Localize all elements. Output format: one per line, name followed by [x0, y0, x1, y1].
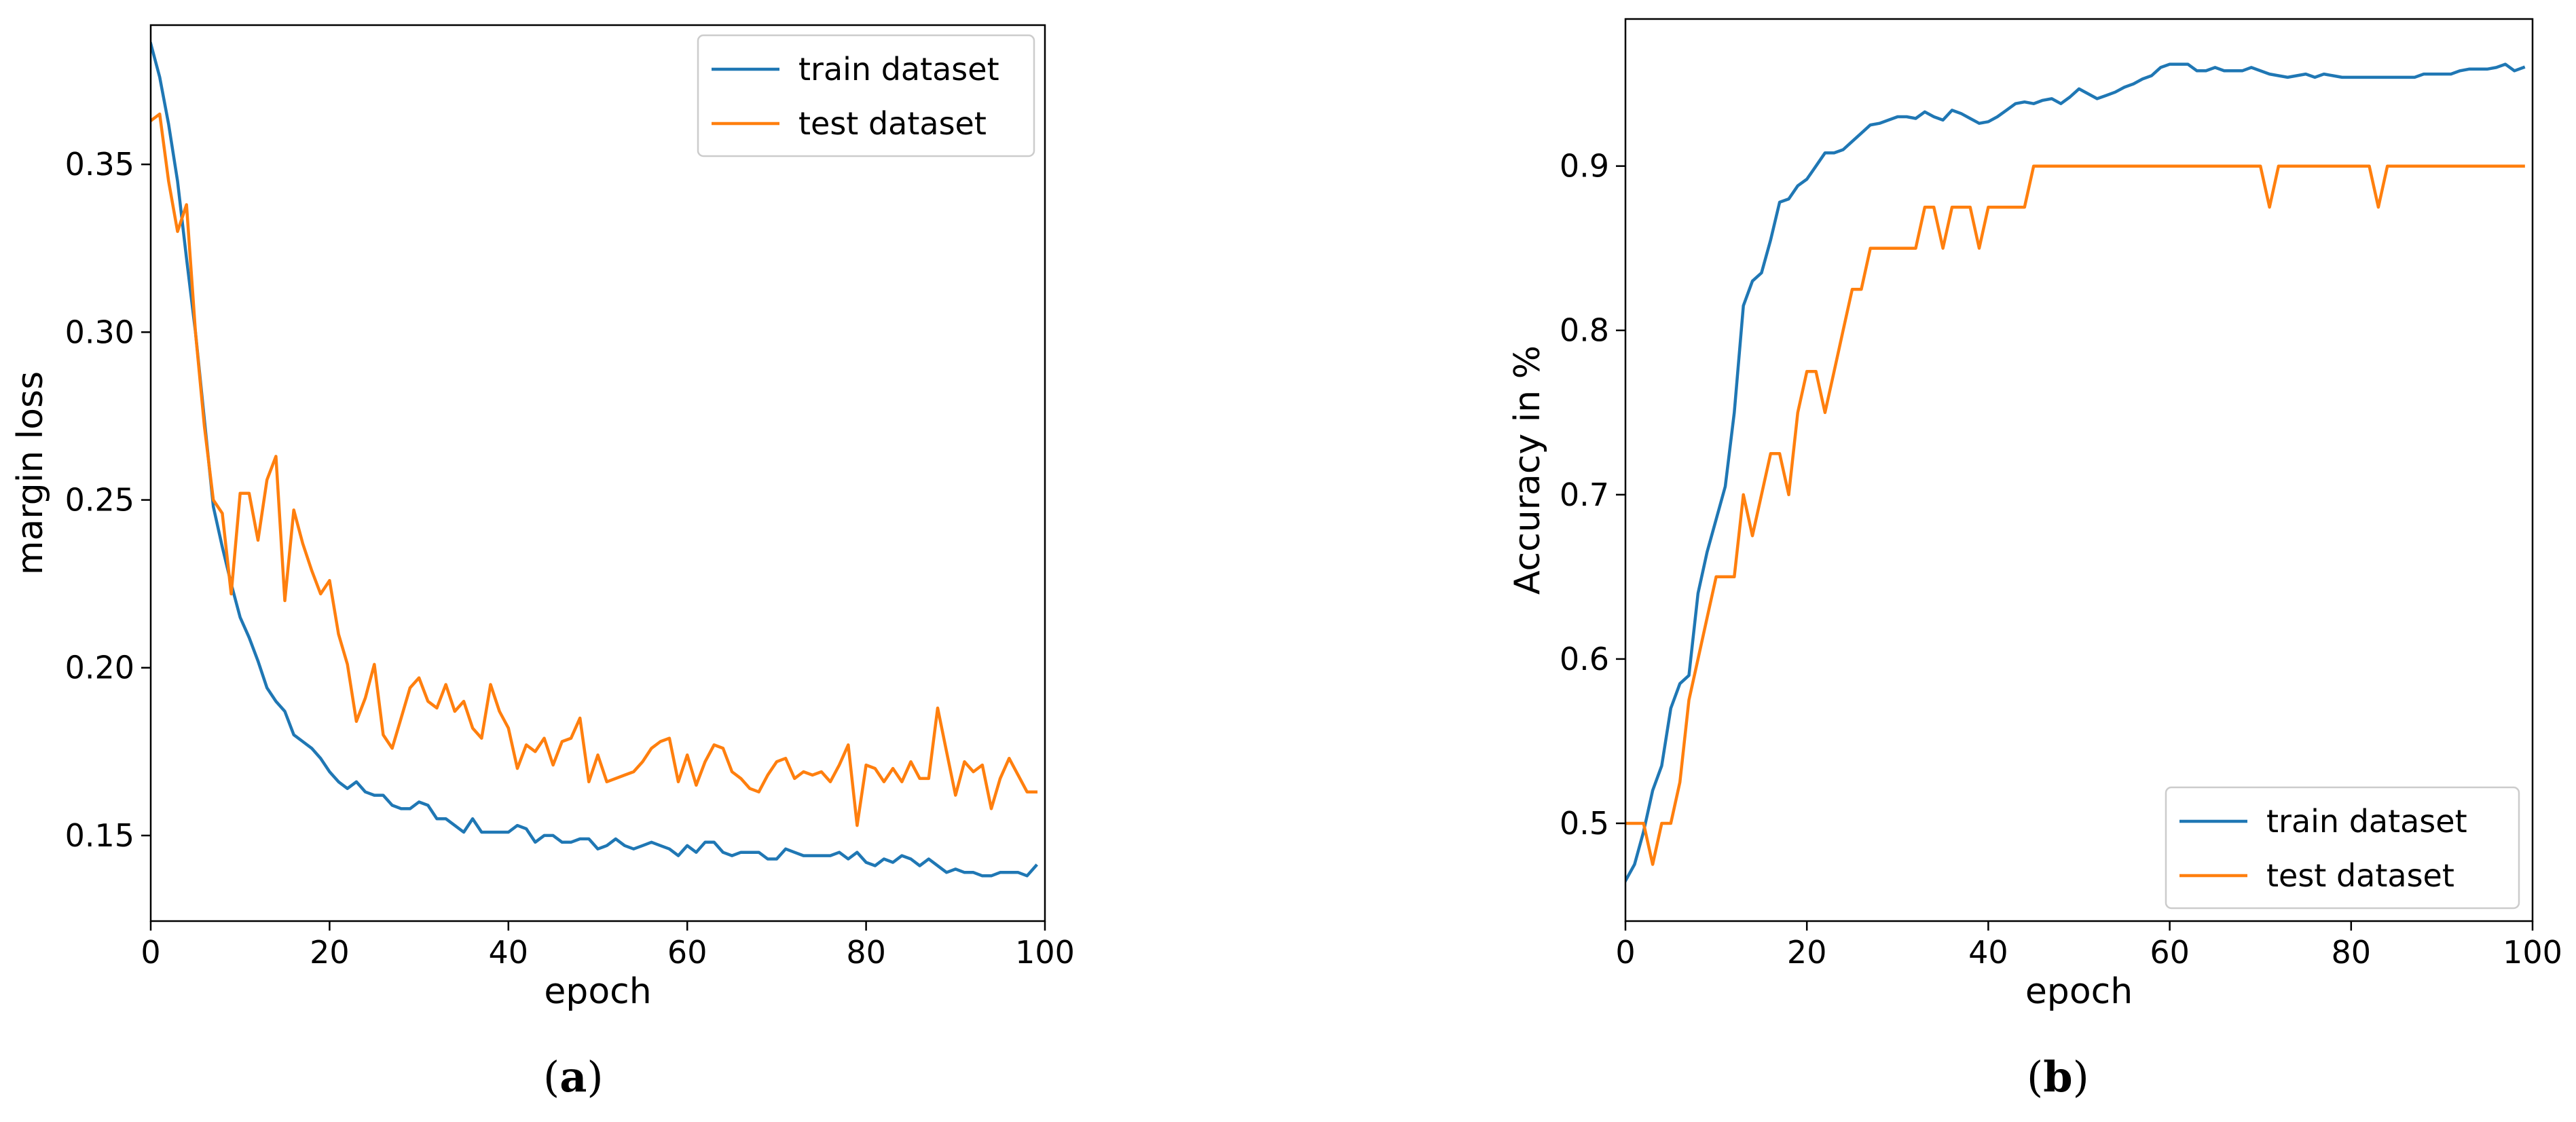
x-tick-label: 20	[310, 934, 350, 971]
y-axis-label: margin loss	[10, 371, 51, 575]
series-line-test-dataset	[151, 112, 1038, 827]
legend-box	[2165, 786, 2520, 910]
x-tick-label: 80	[2332, 934, 2372, 971]
x-tick-label: 80	[846, 934, 886, 971]
x-tick-label: 40	[489, 934, 529, 971]
y-tick-label: 0.25	[65, 482, 134, 519]
x-axis-label: epoch	[2025, 971, 2133, 1012]
x-tick-label: 60	[667, 934, 707, 971]
chart-panel-a: 0 20 40 60 80 100 0.15 0.20 0.25 0.30 0.35 epoch mar…	[10, 24, 1075, 1012]
panel-label-b-letter: b	[2043, 1052, 2073, 1102]
y-tick-label: 0.30	[65, 314, 134, 350]
legend: train dataset test dataset	[2165, 786, 2520, 910]
panel-label-a-letter: a	[559, 1052, 587, 1102]
y-tick-label: 0.15	[65, 817, 134, 854]
legend-box	[697, 34, 1035, 157]
y-tick-label: 0.35	[65, 146, 134, 183]
x-axis-label: epoch	[544, 971, 651, 1012]
series-line-train-dataset	[151, 41, 1038, 878]
legend-label: test dataset	[2266, 857, 2454, 894]
y-tick-label: 0.7	[1560, 476, 1609, 513]
x-tick-label: 100	[1015, 934, 1075, 971]
y-tick-label: 0.6	[1560, 641, 1609, 677]
chart-panel-b: 0 20 40 60 80 100 0.5 0.6 0.7 0.8 0.9 epoch Accuracy…	[1507, 18, 2562, 1012]
legend: train dataset test dataset	[697, 34, 1035, 157]
series-line-train-dataset	[1625, 62, 2526, 883]
y-tick-label: 0.5	[1560, 805, 1609, 842]
legend-label: test dataset	[798, 105, 987, 142]
y-tick-label: 0.20	[65, 650, 134, 686]
x-tick-label: 100	[2503, 934, 2562, 971]
x-tick-label: 20	[1787, 934, 1827, 971]
x-tick-label: 40	[1968, 934, 2008, 971]
y-tick-label: 0.9	[1560, 148, 1609, 185]
x-tick-label: 0	[141, 934, 160, 971]
legend-label: train dataset	[2266, 803, 2467, 840]
y-tick-label: 0.8	[1560, 312, 1609, 349]
panel-label-a: (a)	[543, 1052, 604, 1102]
series-line-test-dataset	[1625, 164, 2525, 866]
y-axis-label: Accuracy in %	[1507, 345, 1548, 595]
axes-frame	[1624, 18, 2534, 922]
axes-frame	[149, 24, 1046, 922]
legend-label: train dataset	[798, 51, 999, 88]
x-tick-label: 60	[2150, 934, 2190, 971]
x-tick-label: 0	[1615, 934, 1635, 971]
panel-label-b: (b)	[2027, 1052, 2089, 1102]
